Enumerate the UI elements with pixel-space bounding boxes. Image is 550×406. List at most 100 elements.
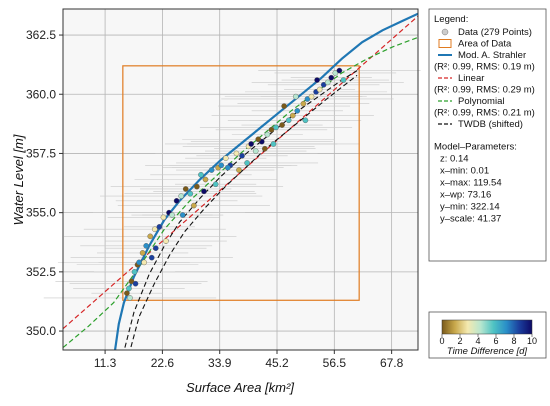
legend-entry-label: Mod. A. Strahler bbox=[458, 50, 526, 61]
legend-marker-circle bbox=[441, 28, 449, 36]
data-point bbox=[178, 193, 184, 199]
data-point bbox=[300, 100, 307, 107]
colorbar-tick-label: 6 bbox=[493, 336, 498, 346]
data-point bbox=[252, 148, 259, 154]
colorbar-tick-label: 4 bbox=[475, 336, 480, 346]
data-point bbox=[208, 167, 215, 173]
x-tick-label: 45.2 bbox=[265, 356, 289, 370]
plot-frame bbox=[62, 8, 419, 351]
data-point bbox=[340, 77, 347, 83]
param-value: x–min: 0.01 bbox=[440, 166, 489, 177]
data-point bbox=[244, 160, 250, 166]
data-point bbox=[248, 141, 254, 147]
legend-entry-label: Linear bbox=[458, 73, 484, 84]
legend-entry-label: Area of Data bbox=[458, 39, 512, 50]
data-point bbox=[222, 155, 229, 161]
param-value: x–max: 119.54 bbox=[440, 178, 502, 189]
data-point bbox=[151, 226, 158, 233]
y-tick-label: 362.5 bbox=[26, 28, 56, 42]
area-of-data-rect bbox=[122, 65, 360, 301]
data-point bbox=[187, 190, 194, 197]
data-point bbox=[273, 124, 279, 131]
data-point bbox=[270, 141, 277, 147]
colorbar-box bbox=[428, 311, 547, 359]
x-tick-label: 11.3 bbox=[94, 356, 117, 370]
y-tick-label: 352.5 bbox=[26, 265, 56, 279]
x-tick-label: 22.6 bbox=[151, 356, 175, 370]
colorbar-tick-label: 2 bbox=[457, 336, 462, 346]
data-point bbox=[202, 176, 209, 183]
data-point bbox=[127, 295, 133, 301]
data-point bbox=[139, 250, 146, 256]
strahler-fit-line bbox=[113, 12, 418, 350]
data-point bbox=[225, 164, 231, 171]
data-point bbox=[173, 198, 180, 204]
data-point bbox=[294, 108, 301, 114]
twdb-line bbox=[129, 74, 358, 350]
y-tick-label: 360.0 bbox=[26, 87, 56, 101]
legend-entry-stats: (R²: 0.99, RMS: 0.29 m) bbox=[434, 85, 535, 96]
data-point bbox=[131, 269, 138, 275]
y-tick-label: 350.0 bbox=[26, 324, 56, 338]
x-tick-label: 67.8 bbox=[380, 356, 404, 370]
data-point bbox=[336, 67, 343, 74]
legend-entry-stats: (R²: 0.99, RMS: 0.19 m) bbox=[434, 62, 535, 73]
data-point bbox=[132, 280, 139, 287]
data-point bbox=[279, 122, 285, 128]
data-point bbox=[218, 162, 225, 169]
y-tick-label: 355.0 bbox=[26, 206, 56, 220]
legend-entry-label: TWDB (shifted) bbox=[458, 119, 523, 130]
data-point bbox=[198, 171, 204, 178]
data-point bbox=[262, 145, 268, 152]
param-value: z: 0.14 bbox=[440, 154, 469, 165]
x-axis-ticks: 11.3 22.6 33.9 45.2 56.5 67.8 bbox=[94, 350, 404, 370]
y-axis-title: Water Level [m] bbox=[11, 134, 26, 225]
legend-entry-label: Data (279 Points) bbox=[458, 27, 532, 38]
data-point bbox=[191, 202, 197, 209]
data-point bbox=[289, 112, 296, 119]
data-point bbox=[143, 243, 149, 249]
data-point bbox=[264, 131, 271, 138]
data-point bbox=[148, 254, 155, 261]
colorbar-tick-label: 8 bbox=[511, 336, 516, 346]
x-tick-label: 56.5 bbox=[323, 356, 347, 370]
data-point bbox=[292, 93, 299, 100]
data-point bbox=[126, 285, 132, 292]
colorbar-label: Time Difference [d] bbox=[447, 346, 528, 357]
data-point bbox=[124, 290, 130, 296]
params-title: Model–Parameters: bbox=[434, 142, 517, 153]
data-point bbox=[268, 126, 275, 133]
colorbar-tick-label: 0 bbox=[439, 336, 444, 346]
data-point bbox=[179, 212, 186, 218]
x-axis-title: Surface Area [km²] bbox=[186, 380, 294, 395]
data-point bbox=[212, 181, 219, 188]
data-point bbox=[285, 117, 292, 124]
data-point bbox=[147, 233, 154, 240]
legend-title: Legend: bbox=[434, 14, 468, 25]
param-value: y–min: 322.14 bbox=[440, 202, 500, 213]
param-value: x–wp: 73.16 bbox=[440, 190, 491, 201]
data-points bbox=[124, 67, 347, 301]
param-value: y–scale: 41.37 bbox=[440, 214, 501, 225]
data-point bbox=[324, 79, 331, 86]
data-point bbox=[156, 224, 163, 230]
legend-marker-rect bbox=[438, 39, 452, 48]
y-tick-label: 357.5 bbox=[26, 146, 56, 160]
x-tick-label: 33.9 bbox=[208, 356, 232, 370]
legend-entry-label: Polynomial bbox=[458, 96, 504, 107]
data-point bbox=[255, 136, 262, 143]
colorbar-ticks: 0 2 4 6 8 10 bbox=[439, 334, 537, 346]
data-point bbox=[160, 214, 167, 221]
data-point bbox=[316, 86, 323, 93]
data-point bbox=[153, 245, 159, 251]
legend-box bbox=[428, 8, 547, 262]
data-point bbox=[163, 238, 169, 244]
colorbar-tick-label: 10 bbox=[527, 336, 537, 346]
data-point bbox=[308, 93, 315, 100]
data-point bbox=[281, 103, 287, 109]
data-point bbox=[169, 212, 175, 218]
data-point bbox=[314, 77, 320, 83]
data-point bbox=[141, 259, 147, 266]
data-point bbox=[136, 259, 142, 266]
